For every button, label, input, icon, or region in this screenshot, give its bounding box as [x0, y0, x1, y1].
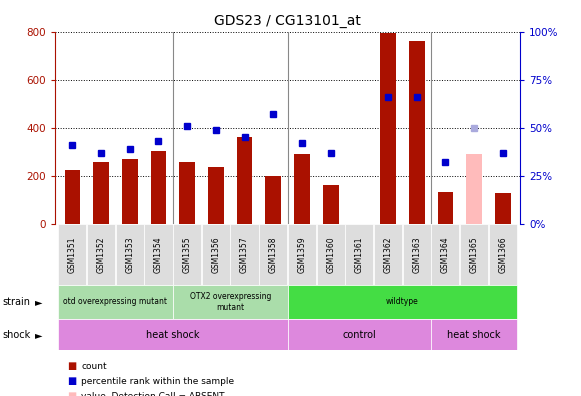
FancyBboxPatch shape	[489, 224, 517, 285]
Text: GSM1359: GSM1359	[297, 236, 306, 273]
Bar	[495, 193, 511, 224]
Bar	[64, 170, 80, 224]
Text: ■: ■	[67, 361, 76, 371]
Text: count: count	[81, 362, 107, 371]
Text: ►: ►	[35, 297, 42, 307]
Bar	[208, 167, 224, 224]
Text: GSM1352: GSM1352	[96, 236, 106, 273]
Text: strain: strain	[3, 297, 31, 307]
Text: heat shock: heat shock	[146, 329, 200, 340]
Text: GSM1357: GSM1357	[240, 236, 249, 273]
FancyBboxPatch shape	[58, 224, 87, 285]
FancyBboxPatch shape	[58, 319, 288, 350]
Text: ■: ■	[67, 391, 76, 396]
Text: GSM1355: GSM1355	[182, 236, 192, 273]
Bar	[266, 176, 281, 224]
Bar	[150, 150, 166, 224]
FancyBboxPatch shape	[231, 224, 259, 285]
Bar	[380, 33, 396, 224]
Bar	[322, 185, 339, 224]
Text: shock: shock	[3, 329, 31, 340]
Text: GSM1356: GSM1356	[211, 236, 220, 273]
Text: GSM1360: GSM1360	[326, 236, 335, 273]
Bar	[236, 137, 253, 224]
Text: GSM1358: GSM1358	[269, 236, 278, 273]
Bar	[180, 162, 195, 224]
Bar	[93, 162, 109, 224]
Bar	[122, 160, 138, 224]
FancyBboxPatch shape	[431, 224, 460, 285]
FancyBboxPatch shape	[259, 224, 288, 285]
Text: heat shock: heat shock	[447, 329, 501, 340]
FancyBboxPatch shape	[374, 224, 402, 285]
FancyBboxPatch shape	[58, 285, 173, 319]
Text: GSM1363: GSM1363	[412, 236, 421, 273]
FancyBboxPatch shape	[288, 224, 316, 285]
Text: otd overexpressing mutant: otd overexpressing mutant	[63, 297, 167, 307]
Text: OTX2 overexpressing
mutant: OTX2 overexpressing mutant	[189, 292, 271, 312]
Text: GSM1361: GSM1361	[355, 236, 364, 273]
Text: GSM1354: GSM1354	[154, 236, 163, 273]
Text: wildtype: wildtype	[386, 297, 419, 307]
Bar	[409, 41, 425, 224]
FancyBboxPatch shape	[173, 224, 201, 285]
Text: GSM1366: GSM1366	[498, 236, 507, 273]
FancyBboxPatch shape	[87, 224, 115, 285]
FancyBboxPatch shape	[403, 224, 431, 285]
Text: control: control	[342, 329, 376, 340]
Text: GSM1351: GSM1351	[68, 236, 77, 273]
FancyBboxPatch shape	[288, 285, 517, 319]
FancyBboxPatch shape	[145, 224, 173, 285]
Text: ■: ■	[67, 376, 76, 386]
FancyBboxPatch shape	[345, 224, 374, 285]
Text: percentile rank within the sample: percentile rank within the sample	[81, 377, 235, 386]
Text: GSM1362: GSM1362	[383, 236, 393, 273]
FancyBboxPatch shape	[460, 224, 488, 285]
Bar	[294, 154, 310, 224]
FancyBboxPatch shape	[317, 224, 345, 285]
Bar	[437, 192, 453, 224]
FancyBboxPatch shape	[116, 224, 144, 285]
FancyBboxPatch shape	[288, 319, 431, 350]
FancyBboxPatch shape	[173, 285, 288, 319]
Text: value, Detection Call = ABSENT: value, Detection Call = ABSENT	[81, 392, 225, 396]
Text: ►: ►	[35, 329, 42, 340]
FancyBboxPatch shape	[202, 224, 230, 285]
Text: GSM1353: GSM1353	[125, 236, 134, 273]
FancyBboxPatch shape	[431, 319, 517, 350]
Bar	[466, 154, 482, 224]
Text: GSM1365: GSM1365	[469, 236, 479, 273]
Text: GDS23 / CG13101_at: GDS23 / CG13101_at	[214, 14, 361, 28]
Text: GSM1364: GSM1364	[441, 236, 450, 273]
